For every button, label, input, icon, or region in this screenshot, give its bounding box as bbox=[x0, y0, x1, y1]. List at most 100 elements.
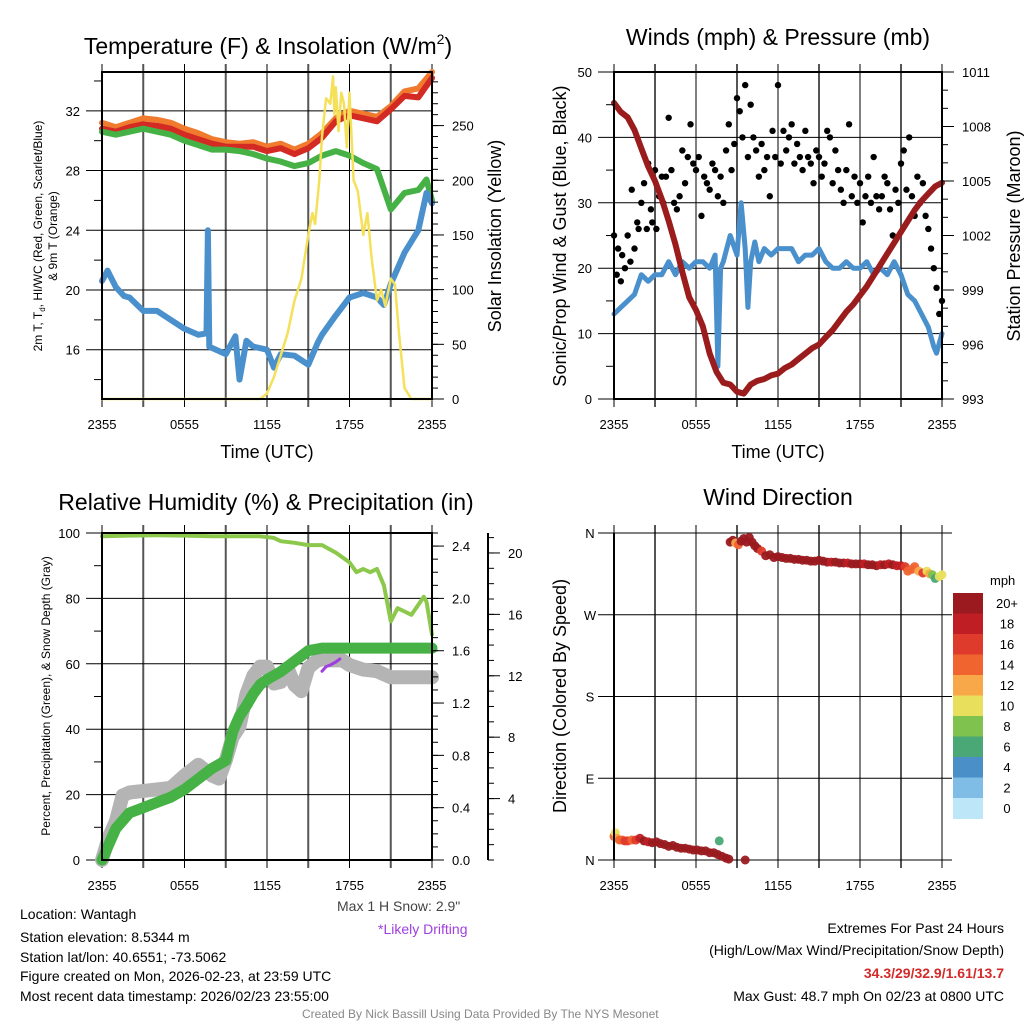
gust-point bbox=[647, 206, 655, 213]
y-tick-label: 100 bbox=[58, 526, 80, 541]
insolation-tick-label: 250 bbox=[452, 119, 474, 134]
gust-point bbox=[886, 206, 894, 213]
gust-point bbox=[774, 81, 782, 89]
gust-point bbox=[711, 166, 719, 174]
precipitation-tick-label: 1.2 bbox=[452, 696, 470, 711]
gust-point bbox=[878, 193, 886, 200]
direction-tick-label: W bbox=[584, 608, 597, 623]
gust-point bbox=[627, 258, 634, 265]
gust-point bbox=[640, 179, 648, 187]
x-tick-label: 0555 bbox=[682, 417, 711, 432]
nine-meter-temp-line bbox=[99, 69, 435, 153]
x-tick-label: 2355 bbox=[418, 878, 447, 893]
wind-speed-line bbox=[611, 200, 945, 369]
gust-point bbox=[752, 147, 760, 154]
colorbar-swatch bbox=[953, 798, 983, 819]
gust-point bbox=[695, 153, 702, 161]
gust-point bbox=[870, 153, 877, 161]
x-tick-label: 2355 bbox=[418, 417, 447, 432]
x-tick-label: 1155 bbox=[764, 878, 792, 893]
y-tick-label: 20 bbox=[66, 283, 80, 298]
y-tick-label: 20 bbox=[578, 261, 592, 276]
gust-point bbox=[720, 199, 727, 206]
gust-point bbox=[895, 199, 902, 206]
x-tick-label: 1755 bbox=[335, 417, 364, 432]
wind-direction-point bbox=[740, 855, 750, 865]
colorbar-label: 12 bbox=[1000, 678, 1014, 693]
gust-point bbox=[927, 245, 935, 252]
likely-drifting-line bbox=[320, 657, 342, 673]
gust-point bbox=[788, 121, 795, 128]
gust-point bbox=[854, 199, 861, 206]
gust-point bbox=[922, 212, 929, 220]
insolation-tick-label: 150 bbox=[452, 228, 474, 243]
figure-created: Figure created on Mon, 2026-02-23, at 23… bbox=[20, 968, 332, 984]
gust-point bbox=[826, 134, 834, 141]
direction-tick-label: N bbox=[585, 853, 594, 868]
gust-point bbox=[799, 166, 806, 174]
colorbar-label: 8 bbox=[1003, 719, 1010, 734]
gust-point bbox=[840, 199, 847, 206]
y-tick-label: 60 bbox=[66, 657, 80, 672]
gust-point bbox=[936, 310, 943, 318]
gust-point bbox=[906, 134, 913, 141]
gust-point bbox=[614, 245, 622, 252]
pressure-tick-label: 1005 bbox=[962, 174, 991, 189]
gust-point bbox=[638, 199, 645, 206]
gust-point bbox=[914, 173, 921, 180]
insolation-line bbox=[100, 75, 434, 401]
wind-direction-panel-title: Wind Direction bbox=[703, 484, 853, 510]
x-tick-label: 0555 bbox=[170, 417, 199, 432]
station-elevation: Station elevation: 8.5344 m bbox=[20, 929, 190, 945]
temperature-x-axis-label: Time (UTC) bbox=[220, 442, 313, 462]
y-tick-label: 50 bbox=[578, 65, 592, 80]
gust-point bbox=[772, 153, 779, 161]
y-tick-label: 0 bbox=[585, 392, 592, 407]
gust-point bbox=[755, 173, 763, 180]
y-tick-label: 40 bbox=[66, 722, 80, 737]
colorbar-label: 6 bbox=[1003, 740, 1010, 755]
x-tick-label: 0555 bbox=[682, 878, 711, 893]
x-tick-label: 1755 bbox=[846, 417, 875, 432]
extremes-legend: (High/Low/Max Wind/Precipitation/Snow De… bbox=[709, 942, 1004, 958]
gust-point bbox=[709, 160, 716, 167]
colorbar-label: 2 bbox=[1003, 781, 1010, 796]
pressure-tick-label: 999 bbox=[962, 283, 984, 298]
colorbar-swatch bbox=[953, 593, 983, 614]
pressure-tick-label: 1008 bbox=[962, 120, 991, 135]
insolation-y-axis-label: Solar Insolation (Yellow) bbox=[485, 140, 505, 332]
gust-point bbox=[684, 153, 691, 161]
colorbar-swatch bbox=[953, 675, 983, 696]
gust-point bbox=[780, 127, 787, 135]
gust-point bbox=[777, 160, 784, 167]
gust-point bbox=[758, 140, 765, 148]
gust-point bbox=[933, 284, 940, 292]
y-tick-label: 24 bbox=[66, 223, 80, 238]
insolation-tick-label: 100 bbox=[452, 283, 474, 298]
gust-point bbox=[766, 193, 773, 200]
snow-depth-line bbox=[95, 651, 439, 867]
direction-tick-label: S bbox=[586, 690, 595, 705]
gust-point bbox=[884, 179, 891, 187]
precipitation-tick-label: 0.0 bbox=[452, 853, 470, 868]
gust-point bbox=[785, 134, 793, 141]
colorbar-swatch bbox=[953, 634, 983, 655]
pressure-y-axis-label: Station Pressure (Maroon) bbox=[1004, 130, 1024, 341]
snow-depth-tick-label: 4 bbox=[508, 792, 515, 807]
gust-point bbox=[829, 179, 836, 187]
gust-point bbox=[810, 179, 817, 187]
max-gust: Max Gust: 48.7 mph On 02/23 at 0800 UTC bbox=[733, 988, 1004, 1004]
gust-point bbox=[701, 173, 708, 180]
colorbar-swatch bbox=[953, 695, 983, 717]
gust-point bbox=[856, 179, 864, 187]
gust-point bbox=[750, 134, 757, 141]
gust-point bbox=[681, 179, 689, 187]
station-location: Location: Wantagh bbox=[20, 906, 137, 922]
gust-point bbox=[851, 173, 858, 180]
two-meter-temp-line bbox=[99, 75, 435, 158]
snow-depth-tick-label: 8 bbox=[508, 730, 515, 745]
winds-panel-title: Winds (mph) & Pressure (mb) bbox=[626, 24, 930, 50]
gust-point bbox=[908, 193, 916, 200]
gust-point bbox=[873, 193, 880, 200]
speed-colorbar: 20+ 18 16 14 12 10 8 6 4 2 0 bbox=[953, 593, 1018, 819]
